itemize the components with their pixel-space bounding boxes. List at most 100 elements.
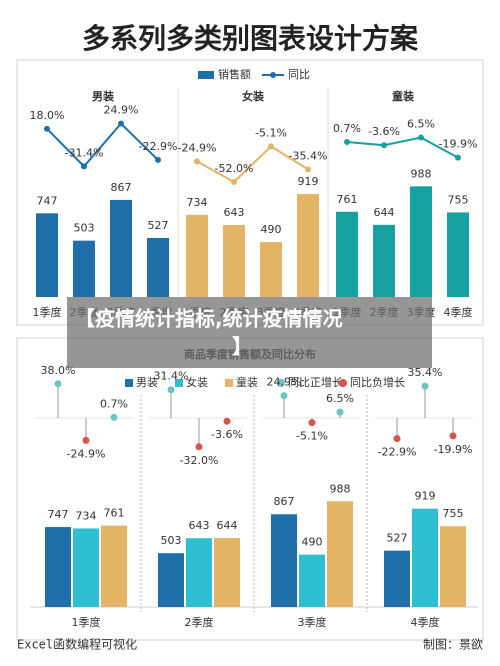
yoy-label: 31.4% xyxy=(154,370,189,383)
yoy-label: -24.9% xyxy=(178,141,217,154)
bar xyxy=(73,240,95,297)
x-tick-label: 3季度 xyxy=(298,615,327,629)
yoy-label: 24.9% xyxy=(104,104,139,117)
bar-label: 644 xyxy=(374,206,395,219)
bar xyxy=(412,508,438,607)
bar xyxy=(73,528,99,607)
yoy-point xyxy=(381,142,387,149)
yoy-label: -3.6% xyxy=(368,125,400,138)
legend-swatch xyxy=(339,379,347,387)
yoy-label: -5.1% xyxy=(255,126,287,139)
yoy-label: -52.0% xyxy=(215,162,254,175)
yoy-label: -5.1% xyxy=(296,430,328,443)
yoy-label: 6.5% xyxy=(407,118,435,131)
yoy-label: -24.9% xyxy=(67,447,106,460)
lollipop-dot xyxy=(82,436,90,444)
bar-label: 490 xyxy=(261,223,282,236)
yoy-point xyxy=(305,166,311,173)
yoy-point xyxy=(231,179,237,186)
bar xyxy=(336,211,358,297)
lollipop-dot xyxy=(308,419,316,427)
bar-label: 867 xyxy=(274,495,295,508)
bar-label: 490 xyxy=(302,536,323,549)
banner-line: 【疫情统计指标,统计疫情情况 xyxy=(75,307,343,331)
footer-right: 制图：景欲 xyxy=(423,638,483,652)
bar-label: 755 xyxy=(448,193,469,206)
legend-swatch xyxy=(198,71,214,79)
legend-label: 女装 xyxy=(186,375,208,389)
lollipop-dot xyxy=(421,382,429,390)
bar xyxy=(260,242,282,297)
bar-label: 643 xyxy=(224,206,245,219)
bar-label: 644 xyxy=(217,519,238,532)
bar xyxy=(147,237,169,297)
lollipop-dot xyxy=(195,443,203,451)
yoy-label: 35.4% xyxy=(408,366,443,379)
panel-label: 女装 xyxy=(242,89,264,103)
bar xyxy=(373,224,395,297)
legend-swatch xyxy=(125,379,133,387)
yoy-point xyxy=(118,120,124,127)
bar-label: 527 xyxy=(387,532,408,545)
bar xyxy=(271,514,297,607)
yoy-label: 18.0% xyxy=(30,109,65,122)
yoy-point xyxy=(344,138,350,145)
yoy-line xyxy=(196,145,309,184)
x-tick-label: 2季度 xyxy=(185,615,214,629)
yoy-point xyxy=(268,143,274,150)
yoy-label: -3.6% xyxy=(211,428,243,441)
banner xyxy=(67,297,432,368)
bar xyxy=(447,212,469,297)
yoy-point xyxy=(155,156,161,163)
yoy-label: 0.7% xyxy=(333,122,361,135)
legend-label: 同比负增长 xyxy=(350,375,405,389)
yoy-label: -31.4% xyxy=(65,146,104,159)
bar-label: 734 xyxy=(187,196,208,209)
yoy-label: -19.9% xyxy=(434,443,473,456)
bar-label: 747 xyxy=(48,508,69,521)
bar-label: 734 xyxy=(76,509,97,522)
lollipop-dot xyxy=(449,432,457,440)
banner-line: 】 xyxy=(232,335,252,359)
bar xyxy=(384,550,410,607)
bar xyxy=(440,526,466,607)
legend-swatch xyxy=(225,379,233,387)
yoy-point xyxy=(44,125,50,132)
bar xyxy=(186,214,208,297)
bar-label: 761 xyxy=(337,193,358,206)
bar-label: 867 xyxy=(111,181,132,194)
lollipop-dot xyxy=(280,392,288,400)
panel-label: 男装 xyxy=(92,89,114,103)
lollipop-dot xyxy=(223,417,231,425)
legend-label: 销售额 xyxy=(218,67,251,81)
legend-label: 同比正增长 xyxy=(288,375,343,389)
bar xyxy=(299,554,325,607)
yoy-label: 6.5% xyxy=(326,392,354,405)
bar-label: 755 xyxy=(443,507,464,520)
legend-label: 童装 xyxy=(236,375,258,389)
bar-label: 503 xyxy=(74,222,95,235)
yoy-point xyxy=(455,154,461,161)
bar xyxy=(36,213,58,297)
lollipop-dot xyxy=(393,435,401,443)
legend-label: 男装 xyxy=(136,376,158,389)
page-title: 多系列多类别图表设计方案 xyxy=(82,22,419,55)
yoy-label: -19.9% xyxy=(439,138,478,151)
bar xyxy=(214,538,240,607)
yoy-point xyxy=(418,134,424,141)
yoy-label: 0.7% xyxy=(100,397,128,410)
x-tick-label: 1季度 xyxy=(72,615,101,629)
footer-left: Excel函数编程可视化 xyxy=(17,637,137,652)
yoy-label: -35.4% xyxy=(289,149,328,162)
yoy-label: -32.0% xyxy=(180,454,219,467)
yoy-point xyxy=(194,158,200,165)
bar xyxy=(410,186,432,297)
bar-label: 988 xyxy=(411,167,432,180)
lollipop-dot xyxy=(167,386,175,394)
bar xyxy=(101,525,127,607)
panel-label: 童装 xyxy=(392,89,414,103)
yoy-label: -22.9% xyxy=(139,140,178,153)
bar xyxy=(110,199,132,297)
yoy-label: 24.9% xyxy=(267,376,302,389)
